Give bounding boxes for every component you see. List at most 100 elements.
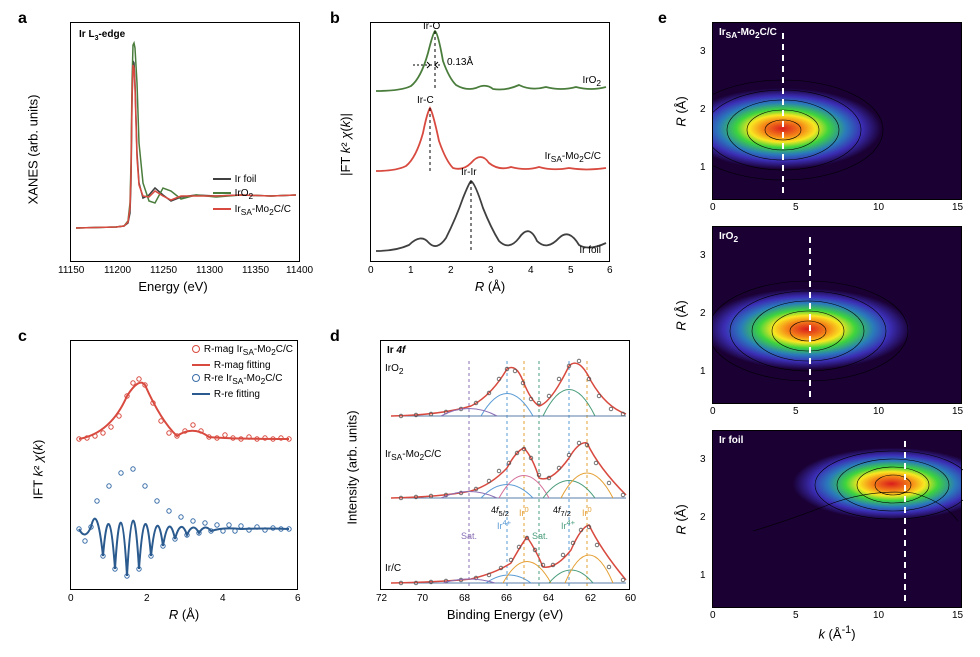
xd-t6: 60: [625, 593, 636, 604]
panel-a-plot: Ir L3-edge Ir foil IrO2 IrSA-Mo2C/C: [70, 22, 300, 262]
xa-t4: 11350: [242, 265, 269, 276]
xa-t0: 11150: [58, 265, 84, 276]
panel-c-label: c: [18, 328, 27, 346]
legend-irfoil: Ir foil: [235, 174, 257, 185]
panel-d-ylabel: Intensity (arb. units): [345, 410, 360, 524]
xb-t6: 6: [607, 265, 613, 276]
panel-a: a XANES (arb. units) Ir L3-edge Ir foil …: [28, 12, 308, 302]
annot-sat2: Sat.: [532, 531, 548, 541]
xb-t2: 2: [448, 265, 454, 276]
xd-t2: 68: [459, 593, 470, 604]
xb-t4: 4: [528, 265, 534, 276]
e1-ylabel: R (Å): [674, 96, 689, 126]
xc-t3: 6: [295, 593, 301, 604]
xe3-0: 0: [710, 610, 716, 621]
label-irsa: IrSA-Mo2C/C: [545, 151, 601, 164]
ye1-2: 2: [700, 104, 706, 115]
d-label-irsa: IrSA-Mo2C/C: [385, 449, 441, 462]
ye1-3: 3: [700, 46, 706, 57]
xe2-5: 5: [793, 406, 799, 417]
xa-t3: 11300: [196, 265, 223, 276]
annot-ir4p-r: Ir4+: [561, 518, 575, 531]
wavelet-irsa: IrSA-Mo2C/C: [712, 22, 962, 200]
annot-4f52: 4f5/2: [491, 505, 509, 518]
panel-d-plot: Ir 4f: [380, 340, 630, 590]
e2-ylabel: R (Å): [674, 300, 689, 330]
shift-annot: 0.13Å: [447, 57, 473, 68]
e3-ylabel: R (Å): [674, 504, 689, 534]
xb-t3: 3: [488, 265, 494, 276]
ye2-1: 1: [700, 366, 706, 377]
panel-b: b |FT k² χ(k)| Ir-O 0.13Å Ir-C Ir-Ir IrO…: [340, 12, 620, 302]
xc-t0: 0: [68, 593, 74, 604]
xd-t3: 66: [501, 593, 512, 604]
xe3-10: 10: [873, 610, 884, 621]
ye2-2: 2: [700, 308, 706, 319]
xa-t1: 11200: [104, 265, 131, 276]
xe2-0: 0: [710, 406, 716, 417]
xe1-15: 15: [952, 202, 963, 213]
panel-e-label: e: [658, 10, 667, 28]
xe1-10: 10: [873, 202, 884, 213]
panel-c-plot: R-mag IrSA-Mo2C/C R-mag fitting R-re IrS…: [70, 340, 298, 590]
panel-a-legend: Ir foil IrO2 IrSA-Mo2C/C: [213, 173, 291, 219]
xe1-0: 0: [710, 202, 716, 213]
panel-b-ylabel: |FT k² χ(k)|: [338, 113, 353, 176]
panel-c-ylabel: IFT k² χ(k): [30, 440, 45, 500]
panel-d: d Intensity (arb. units) Ir 4f: [340, 330, 640, 630]
panel-b-label: b: [330, 10, 340, 28]
panel-c-legend: R-mag IrSA-Mo2C/C R-mag fitting R-re IrS…: [192, 343, 293, 401]
panel-a-ylabel: XANES (arb. units): [25, 95, 40, 205]
xb-t1: 1: [408, 265, 414, 276]
d-label-iro2: IrO2: [385, 363, 404, 376]
wavelet-iro2: IrO2: [712, 226, 962, 404]
xe2-10: 10: [873, 406, 884, 417]
label-irfoil: Ir foil: [579, 245, 601, 256]
xd-t0: 72: [376, 593, 387, 604]
wavelet-iro2-label: IrO2: [719, 231, 738, 244]
panel-b-plot: Ir-O 0.13Å Ir-C Ir-Ir IrO2 IrSA-Mo2C/C I…: [370, 22, 610, 262]
annot-sat1: Sat.: [461, 531, 477, 541]
panel-b-xlabel: R (Å): [370, 279, 610, 294]
xe1-5: 5: [793, 202, 799, 213]
peak-ir-c: Ir-C: [417, 95, 434, 106]
panel-d-xlabel: Binding Energy (eV): [380, 607, 630, 622]
leg-rmag-data: R-mag IrSA-Mo2C/C: [204, 344, 293, 355]
peak-ir-ir: Ir-Ir: [461, 167, 477, 178]
leg-rre-data: R-re IrSA-Mo2C/C: [204, 373, 283, 384]
wavelet-irfoil: Ir foil: [712, 430, 962, 608]
panel-a-xlabel: Energy (eV): [58, 279, 288, 294]
legend-iro2: IrO2: [235, 188, 254, 199]
xc-t2: 4: [220, 593, 226, 604]
ye3-3: 3: [700, 454, 706, 465]
panel-d-label: d: [330, 328, 340, 346]
xe3-15: 15: [952, 610, 963, 621]
xa-t2: 11250: [150, 265, 177, 276]
ye1-1: 1: [700, 162, 706, 173]
panel-a-label: a: [18, 10, 27, 28]
xe2-15: 15: [952, 406, 963, 417]
label-iro2: IrO2: [582, 75, 601, 88]
wavelet-irsa-label: IrSA-Mo2C/C: [719, 27, 777, 40]
xc-t1: 2: [144, 593, 150, 604]
annot-ir0-r: Ir0: [582, 505, 592, 518]
wavelet-irfoil-label: Ir foil: [719, 435, 743, 446]
ye3-2: 2: [700, 512, 706, 523]
xa-t5: 11400: [286, 265, 313, 276]
d-label-irc: Ir/C: [385, 563, 401, 574]
annot-ir0-l: Ir0: [519, 505, 529, 518]
panel-e-xlabel: k (Å-1): [712, 624, 962, 641]
xd-t1: 70: [417, 593, 428, 604]
peak-ir-o: Ir-O: [423, 21, 440, 32]
annot-4f72: 4f7/2: [553, 505, 571, 518]
xb-t5: 5: [568, 265, 574, 276]
xb-t0: 0: [368, 265, 374, 276]
leg-rmag-fit: R-mag fitting: [214, 360, 271, 371]
annot-ir4p-l: Ir4+: [497, 518, 511, 531]
legend-irsa: IrSA-Mo2C/C: [235, 204, 291, 215]
leg-rre-fit: R-re fitting: [214, 389, 260, 400]
ye2-3: 3: [700, 250, 706, 261]
ye3-1: 1: [700, 570, 706, 581]
panel-c-xlabel: R (Å): [70, 607, 298, 622]
panel-c: c IFT k² χ(k) R-mag IrSA-Mo2C/C R-mag fi…: [28, 330, 308, 630]
